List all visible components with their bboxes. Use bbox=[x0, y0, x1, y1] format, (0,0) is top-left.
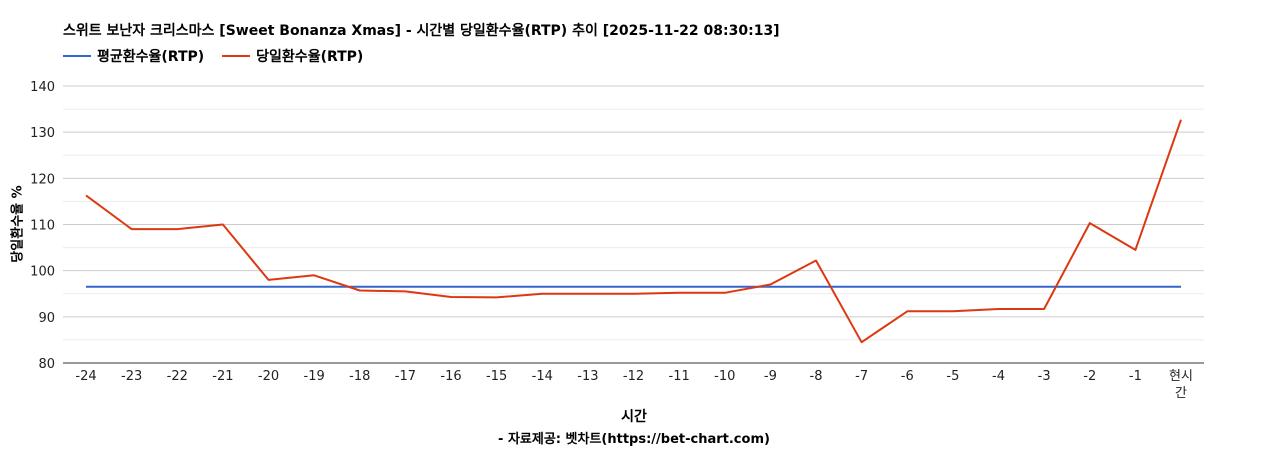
y-tick-label: 140 bbox=[30, 80, 55, 95]
y-tick-label: 80 bbox=[38, 357, 55, 372]
x-tick-label: -16 bbox=[440, 369, 461, 384]
x-tick-label: -17 bbox=[395, 369, 416, 384]
grid-layer bbox=[63, 85, 1204, 364]
x-tick-label: -10 bbox=[714, 369, 735, 384]
y-axis-ticks: 80 90 100 110 120 130 140 bbox=[30, 80, 55, 372]
x-tick-label: -18 bbox=[349, 369, 370, 384]
x-tick-label: -4 bbox=[992, 369, 1005, 384]
x-tick-label: 현시 간 bbox=[1169, 369, 1193, 401]
y-axis-label: 당일환수율 % bbox=[10, 185, 26, 263]
series-line-daily-rtp bbox=[85, 119, 1182, 344]
series-layer bbox=[85, 119, 1182, 344]
y-tick-label: 100 bbox=[30, 265, 55, 280]
y-tick-label: 120 bbox=[30, 172, 55, 187]
legend-item-daily-rtp[interactable]: 당일환수율(RTP) bbox=[222, 46, 363, 66]
x-tick-label: -21 bbox=[212, 369, 233, 384]
y-tick-label: 90 bbox=[38, 311, 55, 326]
x-tick-label: -11 bbox=[669, 369, 690, 384]
x-axis-ticks: -24 -23 -22 -21 -20 -19 -18 -17 -16 -15 -14 -13 -12 -… bbox=[75, 369, 1193, 401]
legend-swatch-daily-rtp bbox=[222, 55, 251, 57]
x-tick-label: -5 bbox=[946, 369, 959, 384]
x-tick-label: -13 bbox=[577, 369, 598, 384]
x-tick-label: -1 bbox=[1129, 369, 1142, 384]
chart-title: 스위트 보난자 크리스마스 [Sweet Bonanza Xmas] - 시간별… bbox=[63, 23, 780, 39]
x-tick-label: -15 bbox=[486, 369, 507, 384]
legend-label-average-rtp: 평균환수율(RTP) bbox=[97, 49, 205, 65]
legend: 평균환수율(RTP) 당일환수율(RTP) bbox=[63, 46, 381, 66]
x-tick-label: -9 bbox=[764, 369, 777, 384]
x-tick-label: -19 bbox=[304, 369, 325, 384]
x-tick-label: -14 bbox=[532, 369, 553, 384]
x-tick-label: -3 bbox=[1038, 369, 1051, 384]
x-tick-label: -8 bbox=[810, 369, 823, 384]
x-tick-label: -23 bbox=[121, 369, 142, 384]
legend-swatch-average-rtp bbox=[63, 55, 91, 57]
y-tick-label: 130 bbox=[30, 126, 55, 141]
x-axis-label: 시간 bbox=[621, 409, 647, 425]
source-credit: - 자료제공: 벳차트(https://bet-chart.com) bbox=[498, 432, 770, 447]
x-tick-label: -7 bbox=[855, 369, 868, 384]
x-tick-label: -2 bbox=[1083, 369, 1096, 384]
y-tick-label: 110 bbox=[30, 219, 55, 234]
x-tick-label: -20 bbox=[258, 369, 279, 384]
x-tick-label: -12 bbox=[623, 369, 644, 384]
legend-item-average-rtp[interactable]: 평균환수율(RTP) bbox=[63, 46, 204, 66]
legend-label-daily-rtp: 당일환수율(RTP) bbox=[256, 49, 364, 65]
x-tick-label: -22 bbox=[167, 369, 188, 384]
x-tick-label: -6 bbox=[901, 369, 914, 384]
x-tick-label: -24 bbox=[75, 369, 96, 384]
